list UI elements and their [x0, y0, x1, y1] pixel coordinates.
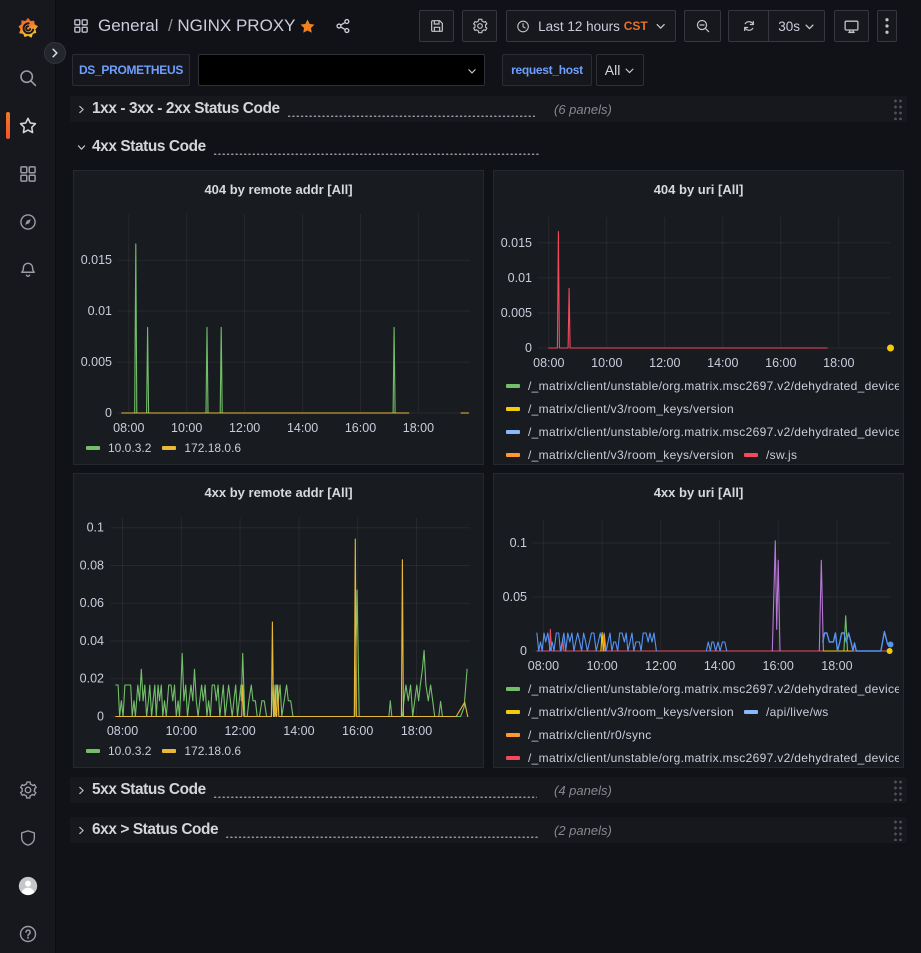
- svg-text:0.05: 0.05: [503, 590, 527, 604]
- svg-text:0.06: 0.06: [80, 596, 104, 610]
- svg-text:08:00: 08:00: [528, 659, 559, 673]
- svg-text:16:00: 16:00: [765, 356, 796, 370]
- svg-text:12:00: 12:00: [649, 356, 680, 370]
- svg-text:08:00: 08:00: [113, 421, 144, 435]
- svg-text:16:00: 16:00: [342, 724, 373, 738]
- svg-text:14:00: 14:00: [283, 724, 314, 738]
- svg-text:0.02: 0.02: [80, 672, 104, 686]
- svg-text:0.1: 0.1: [510, 536, 527, 550]
- svg-text:0.015: 0.015: [501, 236, 532, 250]
- svg-text:10:00: 10:00: [166, 724, 197, 738]
- svg-text:18:00: 18:00: [821, 659, 852, 673]
- svg-text:14:00: 14:00: [287, 421, 318, 435]
- svg-text:16:00: 16:00: [345, 421, 376, 435]
- svg-text:0.005: 0.005: [81, 355, 112, 369]
- svg-text:0.005: 0.005: [501, 306, 532, 320]
- svg-text:08:00: 08:00: [107, 724, 138, 738]
- svg-text:0.015: 0.015: [81, 253, 112, 267]
- svg-text:10:00: 10:00: [586, 659, 617, 673]
- svg-text:12:00: 12:00: [224, 724, 255, 738]
- svg-text:0.08: 0.08: [80, 559, 104, 573]
- svg-text:18:00: 18:00: [401, 724, 432, 738]
- svg-text:0.01: 0.01: [508, 271, 532, 285]
- svg-text:0: 0: [525, 341, 532, 355]
- svg-text:12:00: 12:00: [645, 659, 676, 673]
- svg-text:18:00: 18:00: [403, 421, 434, 435]
- svg-text:14:00: 14:00: [704, 659, 735, 673]
- svg-text:10:00: 10:00: [171, 421, 202, 435]
- svg-text:18:00: 18:00: [823, 356, 854, 370]
- svg-text:10:00: 10:00: [591, 356, 622, 370]
- svg-text:0.01: 0.01: [88, 304, 112, 318]
- svg-text:0: 0: [520, 644, 527, 658]
- svg-text:0.04: 0.04: [80, 634, 104, 648]
- svg-text:0.1: 0.1: [87, 521, 104, 535]
- svg-text:12:00: 12:00: [229, 421, 260, 435]
- svg-text:0: 0: [105, 406, 112, 420]
- svg-text:0: 0: [97, 710, 104, 724]
- svg-text:08:00: 08:00: [533, 356, 564, 370]
- svg-text:16:00: 16:00: [763, 659, 794, 673]
- svg-text:14:00: 14:00: [707, 356, 738, 370]
